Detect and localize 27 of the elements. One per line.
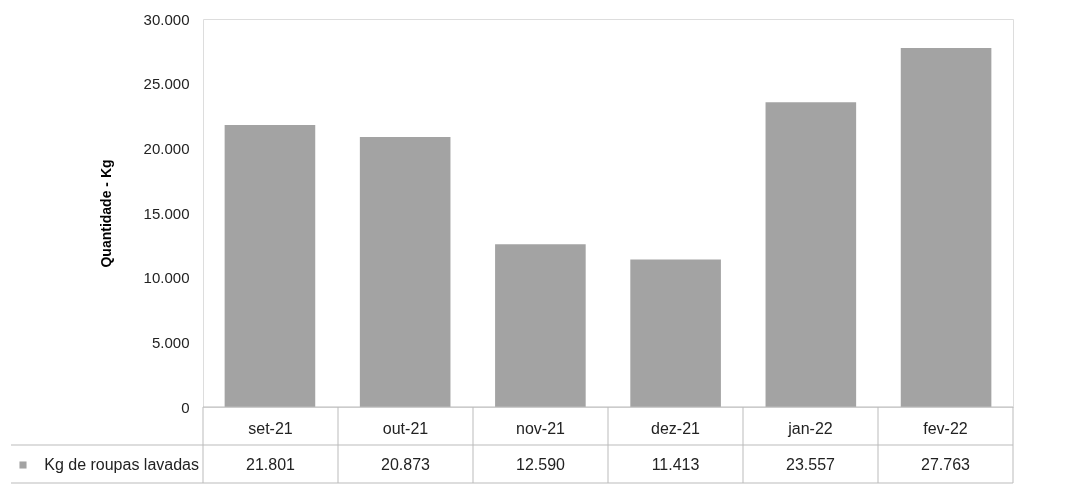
- x-tick-label: jan-22: [787, 420, 833, 437]
- y-axis-title: Quantidade - Kg: [97, 159, 114, 268]
- legend-label: Kg de roupas lavadas: [44, 456, 199, 473]
- y-tick-label: 20.000: [143, 139, 190, 157]
- bar: [495, 244, 586, 407]
- bar: [359, 137, 451, 407]
- data-label: 12.590: [516, 456, 566, 473]
- y-tick-label: 30.000: [143, 10, 190, 28]
- x-tick-label: out-21: [382, 420, 429, 437]
- x-tick-label: set-21: [248, 420, 293, 437]
- bar: [900, 47, 992, 407]
- bar: [765, 102, 857, 407]
- y-tick-label: 5.000: [151, 333, 190, 351]
- bar: [630, 259, 721, 407]
- x-tick-label: dez-21: [651, 420, 701, 437]
- y-tick-label: 10.000: [143, 269, 190, 287]
- x-tick-label: fev-22: [923, 420, 968, 437]
- y-tick-label: 15.000: [143, 204, 190, 222]
- bar: [224, 125, 316, 407]
- y-tick-label: 0: [181, 398, 190, 416]
- x-tick-label: nov-21: [516, 420, 566, 437]
- data-label: 20.873: [381, 456, 431, 473]
- data-label: 11.413: [651, 456, 700, 473]
- data-label: 23.557: [786, 456, 836, 473]
- y-tick-label: 25.000: [143, 75, 190, 93]
- data-label: 21.801: [246, 456, 296, 473]
- data-label: 27.763: [921, 456, 971, 473]
